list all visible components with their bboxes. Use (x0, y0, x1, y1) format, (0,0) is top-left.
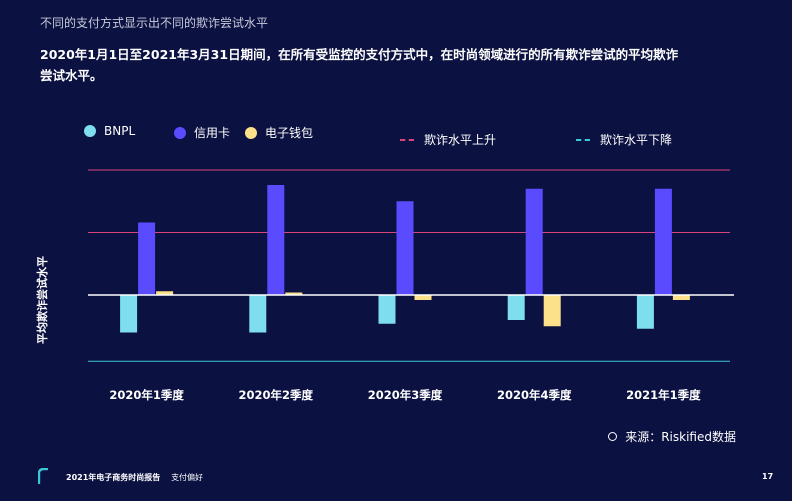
page-number: 17 (762, 472, 774, 481)
bar-1-3 (378, 295, 396, 324)
footer-report-title: 2021年电子商务时尚报告 (66, 473, 161, 482)
legend-label: 电子钱包 (265, 126, 314, 140)
bar-2-2 (267, 185, 285, 295)
top-title: 不同的支付方式显示出不同的欺诈尝试水平 (40, 16, 269, 30)
bar-1-2 (249, 295, 267, 333)
chart-subtitle: 2020年1月1日至2021年3月31日期间，在所有受监控的支付方式中，在时尚领… (40, 47, 679, 83)
bar-3-3 (414, 295, 432, 300)
brand-logo-icon (38, 468, 48, 484)
bar-2-4 (525, 188, 543, 295)
x-tick-label: 2020年2季度 (239, 388, 314, 402)
circle-icon (608, 432, 618, 441)
legend-item-rising: 欺诈水平上升 (400, 131, 496, 148)
legend-label: 欺诈水平上升 (424, 133, 497, 147)
bar-2-1 (138, 222, 156, 295)
footer-report: 2021年电子商务时尚报告 支付偏好 (66, 472, 203, 483)
legend-label: 信用卡 (194, 126, 231, 140)
x-tick-label: 2020年1季度 (109, 388, 184, 402)
x-tick-label: 2020年4季度 (497, 388, 572, 402)
legend-dot-icon (245, 126, 257, 139)
source-note: 来源：Riskified数据 (608, 428, 736, 445)
legend-item-ewallet: 电子钱包 (245, 124, 313, 141)
dash-line-icon (400, 138, 414, 141)
bar-3-1 (156, 291, 174, 295)
bar-1-1 (120, 295, 138, 333)
bar-3-5 (672, 295, 690, 300)
legend-item-bnpl: BNPL (84, 124, 135, 138)
dash-line-icon (576, 138, 590, 141)
bar-1-4 (507, 295, 525, 320)
x-tick-label: 2021年1季度 (626, 388, 701, 402)
bar-2-5 (654, 188, 672, 295)
legend-label: BNPL (104, 124, 136, 138)
bar-3-2 (285, 292, 303, 295)
legend-label: 欺诈水平下降 (600, 133, 673, 147)
footer-section: 支付偏好 (171, 473, 204, 482)
x-tick-label: 2020年3季度 (368, 388, 443, 402)
bar-2-3 (396, 201, 414, 295)
legend-item-falling: 欺诈水平下降 (576, 131, 672, 148)
bar-1-5 (636, 295, 654, 329)
legend-dot-icon (84, 125, 96, 137)
legend-dot-icon (174, 126, 186, 139)
bar-3-4 (543, 295, 561, 327)
source-text: 来源：Riskified数据 (625, 430, 736, 444)
legend-item-credit-card: 信用卡 (174, 124, 230, 141)
